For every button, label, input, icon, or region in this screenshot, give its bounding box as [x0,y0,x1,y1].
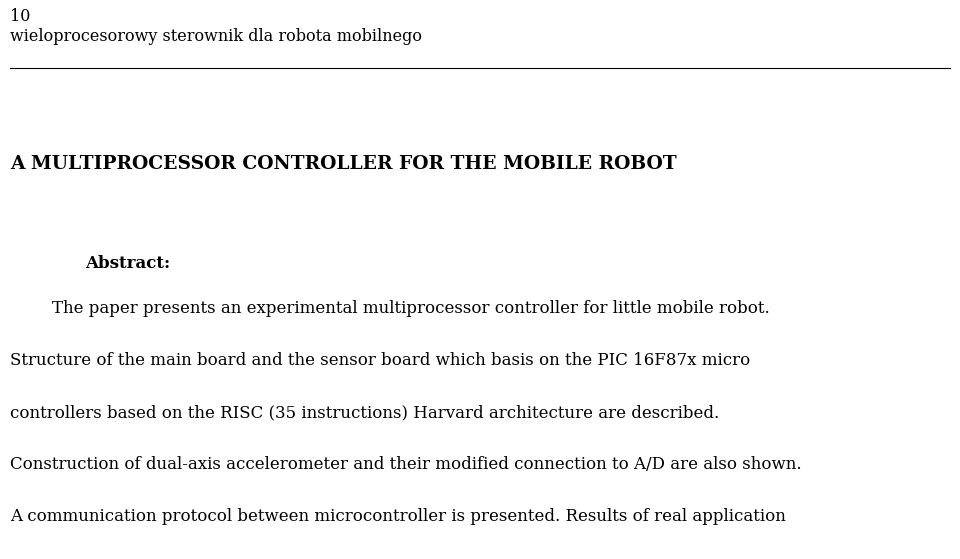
Text: Construction of dual-axis accelerometer and their modified connection to A/D are: Construction of dual-axis accelerometer … [10,456,802,473]
Text: Structure of the main board and the sensor board which basis on the PIC 16F87x m: Structure of the main board and the sens… [10,352,751,369]
Text: The paper presents an experimental multiprocessor controller for little mobile r: The paper presents an experimental multi… [10,300,770,317]
Text: 10: 10 [10,8,31,25]
Text: wieloprocesorowy sterownik dla robota mobilnego: wieloprocesorowy sterownik dla robota mo… [10,28,422,45]
Text: A communication protocol between microcontroller is presented. Results of real a: A communication protocol between microco… [10,508,786,525]
Text: controllers based on the RISC (35 instructions) Harvard architecture are describ: controllers based on the RISC (35 instru… [10,404,719,421]
Text: Abstract:: Abstract: [85,255,170,272]
Text: A MULTIPROCESSOR CONTROLLER FOR THE MOBILE ROBOT: A MULTIPROCESSOR CONTROLLER FOR THE MOBI… [10,155,677,173]
